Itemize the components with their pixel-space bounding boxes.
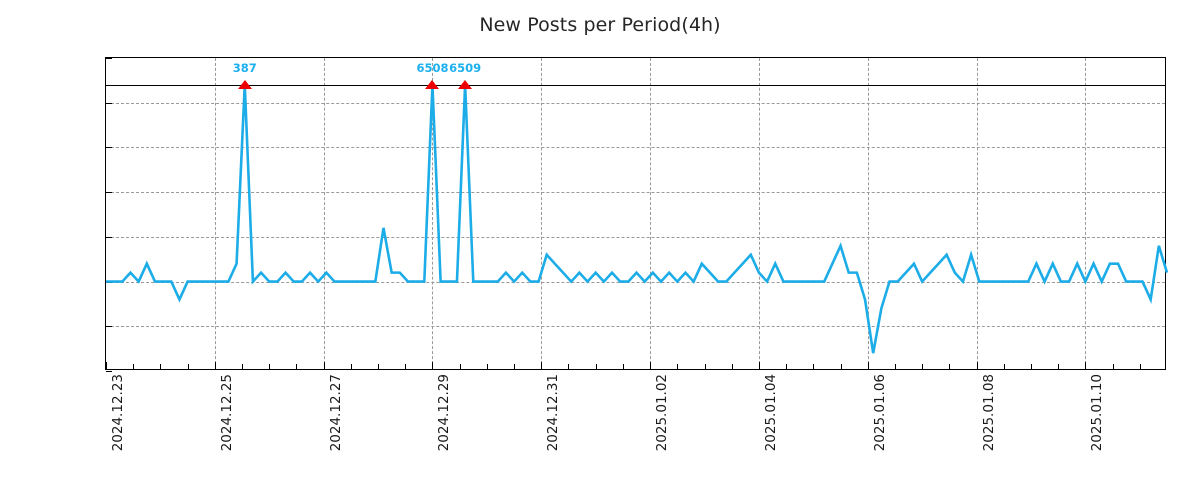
x-tick-mark-minor	[568, 364, 570, 369]
anomaly-marker-triangle[interactable]	[458, 79, 473, 89]
x-axis-tick-label: 2025.01.08	[980, 374, 997, 452]
y-tick-mark	[106, 371, 112, 372]
y-tick-mark	[106, 192, 112, 194]
y-tick-mark	[106, 58, 112, 59]
x-tick-mark-minor	[894, 364, 896, 369]
x-tick-mark-minor	[378, 364, 380, 369]
x-tick-mark	[650, 362, 652, 369]
plot-area: 387 6508 6509	[105, 57, 1169, 372]
x-tick-mark	[323, 362, 325, 369]
gridline-horizontal	[106, 192, 1165, 194]
x-tick-mark-minor	[133, 364, 135, 369]
x-tick-mark-minor	[1030, 364, 1032, 369]
gridline-vertical	[432, 58, 434, 369]
gridline-vertical	[758, 58, 760, 369]
x-tick-mark	[976, 362, 978, 369]
data-series-line	[106, 84, 1169, 354]
y-tick-mark	[106, 236, 112, 238]
anomaly-label: 387	[232, 60, 257, 75]
x-tick-mark-minor	[840, 364, 842, 369]
x-axis-tick-label: 2025.01.06	[871, 374, 888, 452]
x-axis-tick-label: 2024.12.27	[327, 374, 344, 452]
anomaly-marker-triangle[interactable]	[425, 79, 440, 89]
gridline-horizontal	[106, 236, 1165, 238]
x-tick-mark	[867, 362, 869, 369]
gridline-vertical	[650, 58, 652, 369]
x-axis-tick-label: 2025.01.02	[654, 374, 671, 452]
x-tick-mark-minor	[459, 364, 461, 369]
x-tick-mark-minor	[296, 364, 298, 369]
x-tick-mark-minor	[1139, 364, 1141, 369]
x-tick-mark-minor	[677, 364, 679, 369]
x-tick-mark	[1085, 362, 1087, 369]
y-tick-mark	[106, 102, 112, 104]
y-tick-mark	[106, 147, 112, 149]
x-tick-mark-minor	[486, 364, 488, 369]
x-tick-mark-minor	[731, 364, 733, 369]
x-axis-tick-label: 2025.01.04	[762, 374, 779, 452]
x-axis-tick-label: 2024.12.25	[218, 374, 235, 452]
x-tick-mark-minor	[187, 364, 189, 369]
chart-title: New Posts per Period(4h)	[479, 14, 721, 36]
x-tick-mark	[432, 362, 434, 369]
x-tick-mark-minor	[242, 364, 244, 369]
y-tick-mark	[106, 326, 112, 328]
gridline-vertical	[1085, 58, 1087, 369]
x-axis-tick-label: 2024.12.29	[436, 374, 453, 452]
gridline-vertical	[323, 58, 325, 369]
x-tick-mark-minor	[1003, 364, 1005, 369]
x-tick-mark-minor	[786, 364, 788, 369]
gridline-vertical	[541, 58, 543, 369]
gridline-vertical	[214, 58, 216, 369]
x-tick-mark-minor	[1112, 364, 1114, 369]
x-axis-tick-label: 2025.01.10	[1089, 374, 1106, 452]
x-tick-mark	[214, 362, 216, 369]
x-axis-tick-label: 2024.12.23	[110, 374, 126, 452]
x-tick-mark-minor	[405, 364, 407, 369]
x-tick-mark-minor	[350, 364, 352, 369]
x-tick-mark-minor	[922, 364, 924, 369]
gridline-horizontal	[106, 147, 1165, 149]
x-tick-mark	[106, 362, 107, 369]
x-tick-mark-minor	[269, 364, 271, 369]
x-tick-mark-minor	[949, 364, 951, 369]
gridline-horizontal	[106, 281, 1165, 283]
gridline-horizontal	[106, 102, 1165, 104]
x-tick-mark-minor	[622, 364, 624, 369]
x-tick-mark-minor	[160, 364, 162, 369]
x-tick-mark-minor	[813, 364, 815, 369]
anomaly-marker-triangle[interactable]	[237, 79, 252, 89]
x-tick-mark	[758, 362, 760, 369]
gridline-vertical	[867, 58, 869, 369]
gridline-vertical	[976, 58, 978, 369]
x-tick-mark-minor	[1058, 364, 1060, 369]
anomaly-label: 6509	[449, 60, 482, 75]
x-tick-mark-minor	[704, 364, 706, 369]
x-tick-mark-minor	[595, 364, 597, 369]
x-tick-mark-minor	[514, 364, 516, 369]
x-tick-mark	[541, 362, 543, 369]
threshold-line	[106, 84, 1165, 86]
gridline-horizontal	[106, 326, 1165, 328]
anomaly-label: 6508	[416, 60, 449, 75]
x-axis-tick-label: 2024.12.31	[545, 374, 562, 452]
